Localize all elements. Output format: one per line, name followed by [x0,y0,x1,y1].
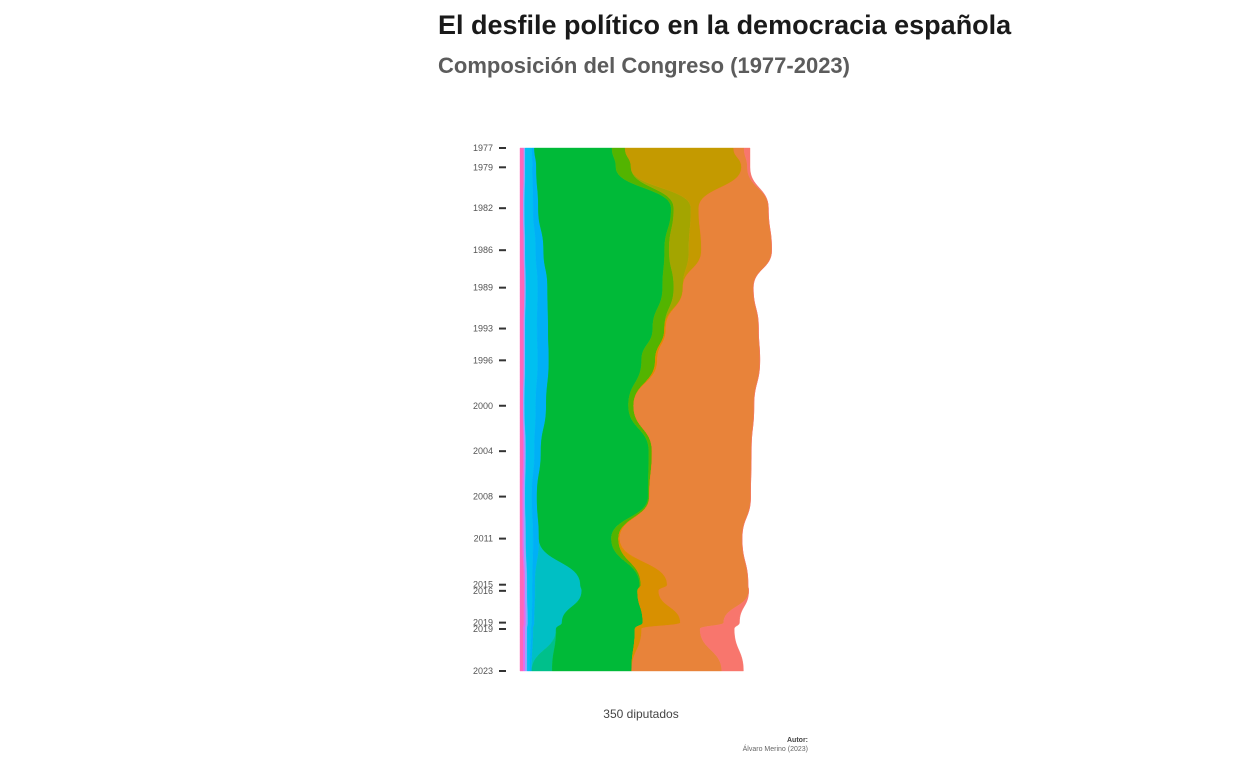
chart-subtitle: Composición del Congreso (1977-2023) [438,53,850,78]
year-tick-label: 2016 [473,586,493,596]
year-tick-label: 1982 [473,203,493,213]
year-tick-label: 1993 [473,324,493,334]
stream-layers [519,147,772,672]
year-tick-label: 2019 [473,618,493,628]
year-tick-label: 2011 [474,534,493,544]
year-tick-label: 1989 [473,283,493,293]
caption-author-label: Autor: [787,737,808,744]
year-tick-label: 2023 [473,666,493,676]
year-tick-label: 1979 [473,162,493,172]
year-axis: 1977 1979 1982 1986 1989 1993 1996 2000 2004 2008… [473,143,506,676]
year-tick-label: 2019 [473,624,493,634]
year-tick-label: 1986 [473,245,493,255]
chart-title: El desfile político en la democracia esp… [438,10,1012,40]
x-axis-label: 350 diputados [603,707,678,721]
year-tick-label: 2008 [473,492,493,502]
year-tick-label: 2004 [473,446,493,456]
caption-author: Álvaro Merino (2023) [743,744,808,753]
year-tick-label: 2000 [473,401,493,411]
stream-layer-15 [699,147,772,672]
year-tick-label: 1996 [473,355,493,365]
year-tick-label: 1977 [473,143,493,153]
year-tick-label: 2015 [473,580,493,590]
